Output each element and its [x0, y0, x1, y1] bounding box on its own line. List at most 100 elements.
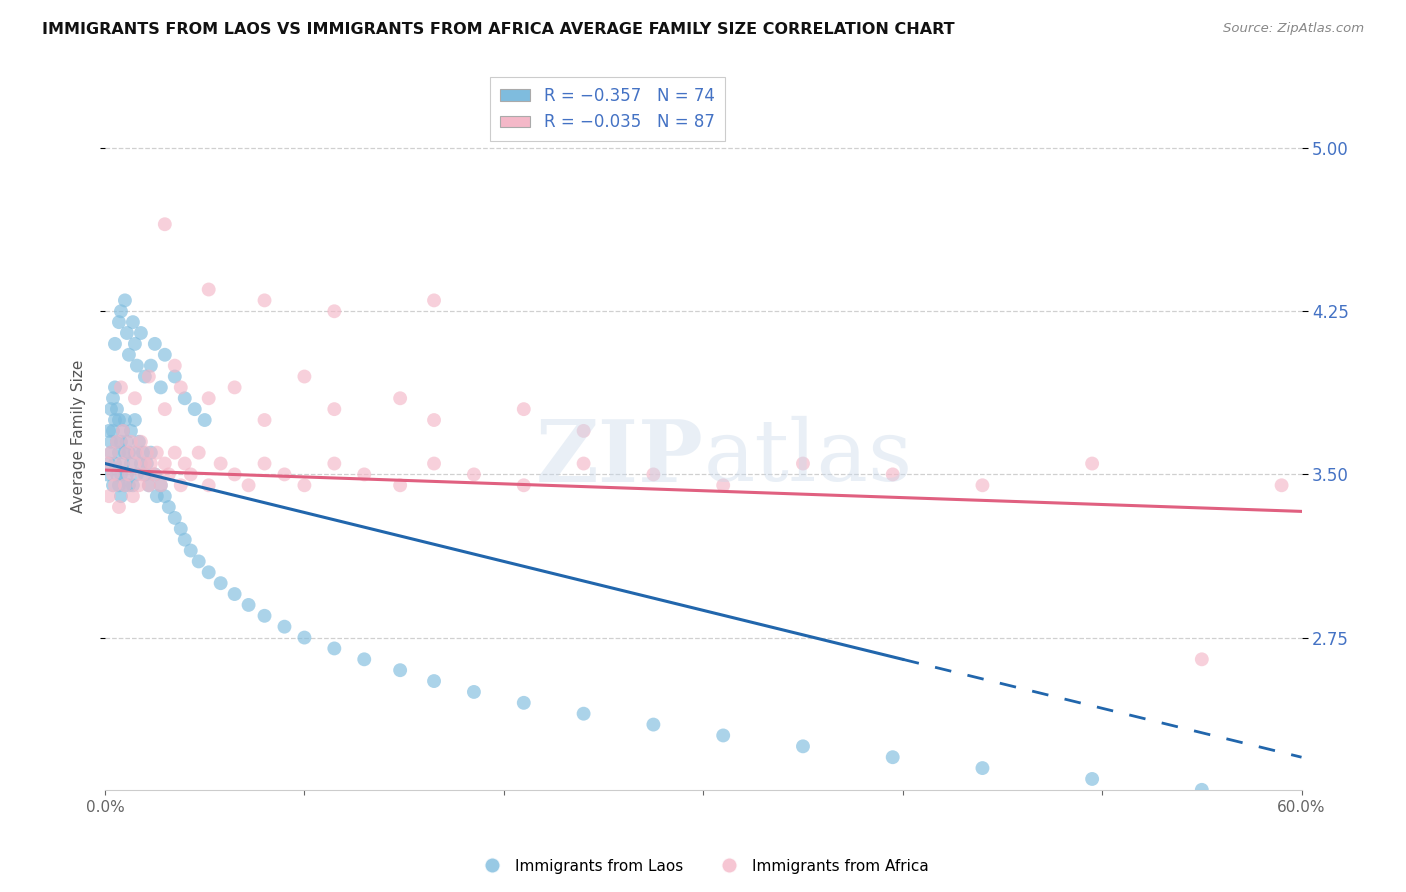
Point — [882, 467, 904, 482]
Point — [139, 359, 162, 373]
Text: IMMIGRANTS FROM LAOS VS IMMIGRANTS FROM AFRICA AVERAGE FAMILY SIZE CORRELATION C: IMMIGRANTS FROM LAOS VS IMMIGRANTS FROM … — [42, 22, 955, 37]
Point — [120, 434, 142, 449]
Point — [143, 337, 166, 351]
Point — [163, 445, 186, 459]
Point — [122, 478, 145, 492]
Point — [104, 337, 127, 351]
Point — [513, 696, 536, 710]
Point — [115, 445, 138, 459]
Point — [98, 457, 121, 471]
Point — [100, 445, 122, 459]
Point — [124, 337, 146, 351]
Point — [120, 457, 142, 471]
Point — [138, 369, 160, 384]
Point — [96, 457, 118, 471]
Point — [118, 478, 141, 492]
Point — [323, 304, 346, 318]
Point — [253, 413, 276, 427]
Point — [197, 283, 219, 297]
Point — [101, 424, 124, 438]
Point — [572, 424, 595, 438]
Point — [253, 608, 276, 623]
Point — [972, 761, 994, 775]
Point — [100, 445, 122, 459]
Point — [389, 478, 412, 492]
Point — [572, 457, 595, 471]
Point — [238, 598, 260, 612]
Point — [273, 467, 295, 482]
Point — [1081, 457, 1104, 471]
Point — [111, 457, 134, 471]
Point — [110, 304, 132, 318]
Point — [273, 620, 295, 634]
Point — [157, 500, 180, 514]
Point — [122, 489, 145, 503]
Point — [197, 566, 219, 580]
Point — [115, 467, 138, 482]
Point — [129, 326, 152, 340]
Legend: Immigrants from Laos, Immigrants from Africa: Immigrants from Laos, Immigrants from Af… — [471, 853, 935, 880]
Point — [643, 467, 665, 482]
Point — [110, 489, 132, 503]
Point — [224, 587, 246, 601]
Point — [153, 348, 176, 362]
Point — [104, 413, 127, 427]
Point — [114, 478, 136, 492]
Text: ZIP: ZIP — [536, 416, 703, 500]
Point — [187, 445, 209, 459]
Point — [108, 315, 131, 329]
Point — [104, 457, 127, 471]
Point — [105, 402, 128, 417]
Point — [463, 467, 485, 482]
Point — [139, 457, 162, 471]
Point — [294, 478, 316, 492]
Point — [104, 380, 127, 394]
Point — [105, 434, 128, 449]
Point — [111, 424, 134, 438]
Point — [138, 478, 160, 492]
Point — [153, 217, 176, 231]
Point — [108, 478, 131, 492]
Point — [173, 391, 195, 405]
Point — [143, 467, 166, 482]
Point — [124, 391, 146, 405]
Point — [118, 445, 141, 459]
Point — [253, 457, 276, 471]
Point — [170, 478, 193, 492]
Point — [353, 467, 375, 482]
Point — [792, 457, 814, 471]
Point — [1271, 478, 1294, 492]
Point — [423, 457, 446, 471]
Point — [643, 717, 665, 731]
Point — [134, 369, 156, 384]
Point — [143, 467, 166, 482]
Point — [163, 511, 186, 525]
Point — [128, 434, 150, 449]
Point — [125, 359, 148, 373]
Point — [153, 489, 176, 503]
Point — [132, 467, 155, 482]
Point — [173, 457, 195, 471]
Point — [98, 489, 121, 503]
Point — [100, 402, 122, 417]
Point — [124, 413, 146, 427]
Y-axis label: Average Family Size: Average Family Size — [72, 359, 86, 513]
Point — [108, 413, 131, 427]
Point — [972, 478, 994, 492]
Point — [389, 663, 412, 677]
Point — [122, 315, 145, 329]
Point — [197, 478, 219, 492]
Point — [170, 380, 193, 394]
Point — [423, 674, 446, 689]
Point — [134, 467, 156, 482]
Point — [101, 391, 124, 405]
Point — [115, 434, 138, 449]
Point — [96, 467, 118, 482]
Legend: R = −0.357   N = 74, R = −0.035   N = 87: R = −0.357 N = 74, R = −0.035 N = 87 — [491, 77, 724, 141]
Point — [224, 467, 246, 482]
Point — [132, 445, 155, 459]
Point — [110, 457, 132, 471]
Point — [134, 457, 156, 471]
Point — [146, 445, 169, 459]
Point — [115, 326, 138, 340]
